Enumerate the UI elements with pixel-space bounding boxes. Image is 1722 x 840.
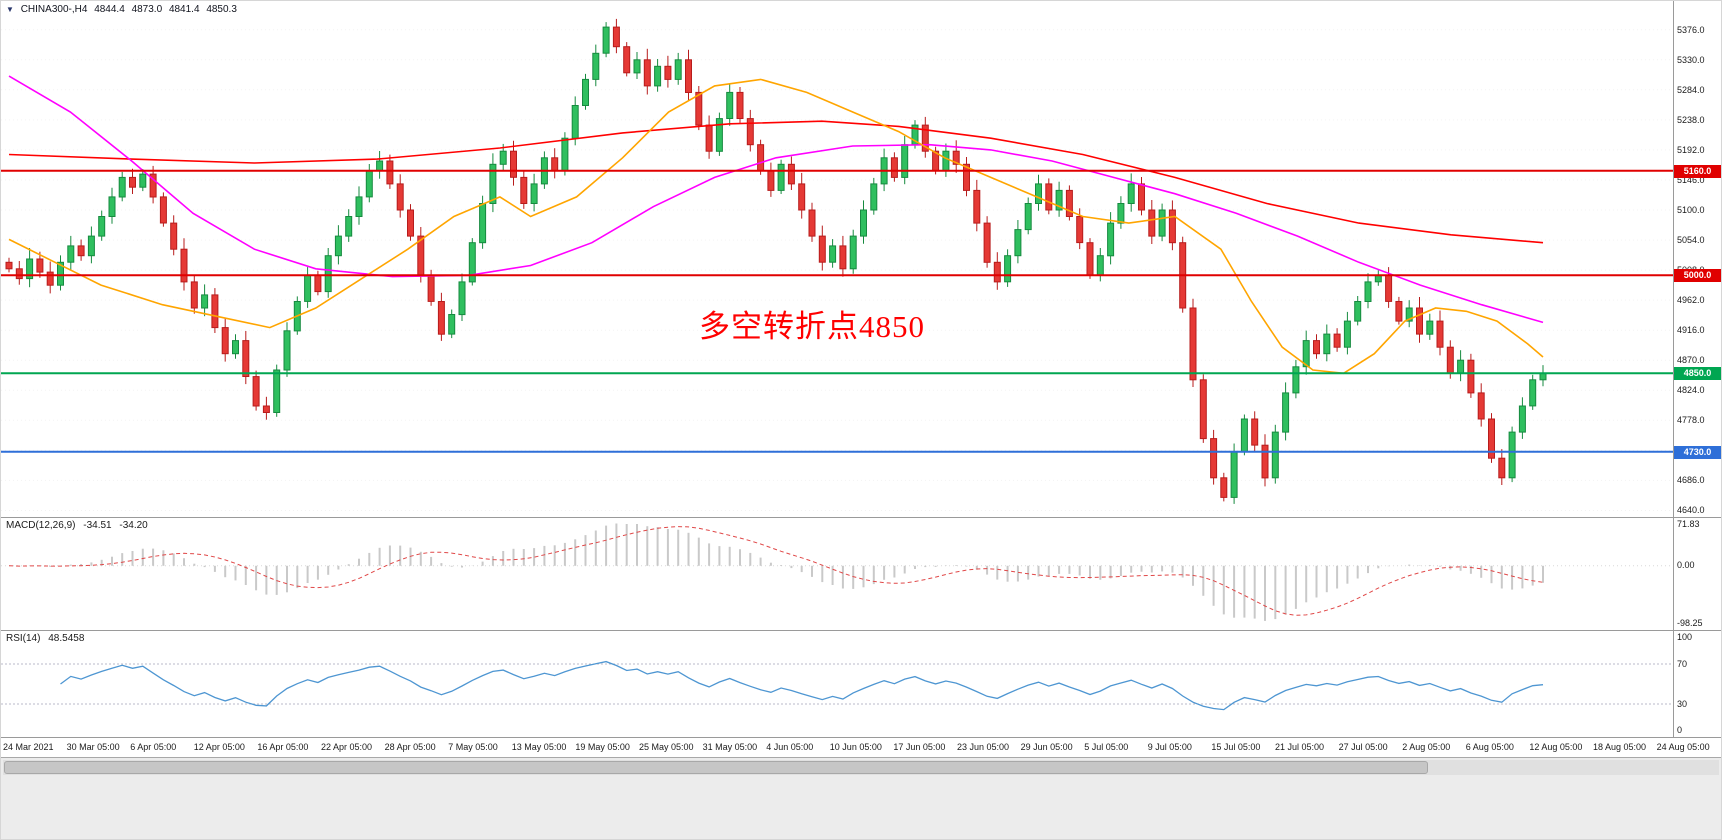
price-axis-tick: 5054.0 [1677,235,1705,246]
rsi-panel: 100 70 30 0 RSI(14) 48.5458 [1,631,1721,738]
symbol-ohlc-label: ▼ CHINA300-,H4 4844.4 4873.0 4841.4 4850… [6,4,241,15]
price-axis-tick: 4778.0 [1677,415,1705,426]
rsi-label: RSI(14) 48.5458 [6,633,89,644]
date-label: 16 Apr 05:00 [257,742,309,752]
candles [5,18,1547,504]
bottom-bar [1,758,1721,839]
date-label: 6 Apr 05:00 [130,742,177,752]
macd-value-main: -34.51 [83,520,112,531]
date-label: 25 May 05:00 [639,742,694,752]
price-axis-tick: 4686.0 [1677,475,1705,486]
date-label: 15 Jul 05:00 [1211,742,1261,752]
date-label: 22 Apr 05:00 [321,742,373,752]
price-panel: 5376.0 5330.0 5284.0 5238.0 5192.0 5146.0 5100… [1,1,1721,518]
rsi-axis: 100 70 30 0 [1673,631,1721,737]
price-tag: 5000.0 [1674,269,1721,283]
date-label: 27 Jul 05:00 [1338,742,1388,752]
annotation-text: 多空转折点4850 [699,309,925,344]
symbol-timeframe: CHINA300-,H4 [20,4,88,15]
macd-axis-tick: 71.83 [1677,519,1700,529]
price-axis-tick: 4824.0 [1677,385,1705,396]
price-axis-tick: 4640.0 [1677,505,1705,516]
price-axis-tick: 5100.0 [1677,205,1705,215]
rsi-name: RSI(14) [6,633,41,644]
macd-panel: 71.83 0.00 -98.25 MACD(12,26,9) -34.51 -34… [1,518,1721,631]
price-axis-tick: 4870.0 [1677,355,1705,366]
price-axis-tick: 5146.0 [1677,174,1705,185]
price-axis-tick: 4962.0 [1677,295,1705,306]
price-high: 4873.0 [131,4,163,15]
price-axis-tick: 5238.0 [1677,114,1705,125]
date-label: 30 Mar 05:00 [66,742,120,752]
date-label: 4 Jun 05:00 [766,742,814,752]
date-label: 24 Mar 2021 [3,742,54,752]
ma-orange [8,78,1544,375]
price-axis-tick: 4916.0 [1677,325,1705,336]
date-label: 21 Jul 05:00 [1275,742,1325,752]
rsi-line [60,660,1544,711]
rsi-axis-tick: 0 [1677,725,1683,735]
price-tag: 4850.0 [1674,367,1721,381]
macd-label: MACD(12,26,9) -34.51 -34.20 [6,520,153,531]
date-label: 28 Apr 05:00 [384,742,436,752]
date-label: 12 Apr 05:00 [193,742,245,752]
macd-signal-line [8,526,1544,616]
macd-chart[interactable] [1,518,1675,630]
date-axis: 24 Mar 2021 30 Mar 05:00 6 Apr 05:00 12 Apr… [1,738,1721,758]
horizontal-scrollbar[interactable] [3,760,1719,775]
macd-value-signal: -34.20 [119,520,148,531]
macd-axis: 71.83 0.00 -98.25 [1673,518,1721,630]
price-close: 4850.3 [206,4,237,15]
date-label: 9 Jul 05:00 [1147,742,1192,752]
price-tag: 5160.0 [1674,164,1721,178]
macd-name: MACD(12,26,9) [6,520,76,531]
date-label: 7 May 05:00 [448,742,498,752]
date-label: 23 Jun 05:00 [957,742,1010,752]
price-axis: 5376.0 5330.0 5284.0 5238.0 5192.0 5146.0 5100… [1673,1,1721,517]
rsi-axis-tick: 100 [1677,632,1693,642]
price-axis-tick: 5192.0 [1677,144,1705,155]
price-open: 4844.4 [94,4,125,15]
price-axis-tick: 5376.0 [1677,24,1705,35]
price-tag: 4730.0 [1674,445,1721,459]
rsi-value: 48.5458 [48,633,85,644]
symbol-dropdown-icon[interactable]: ▼ [6,5,14,14]
date-label: 10 Jun 05:00 [829,742,882,752]
date-label: 19 May 05:00 [575,742,630,752]
date-label: 31 May 05:00 [702,742,758,752]
scrollbar-thumb[interactable] [4,761,1429,774]
date-label: 24 Aug 05:00 [1656,742,1710,752]
price-chart[interactable] [1,1,1675,517]
date-label: 17 Jun 05:00 [893,742,946,752]
rsi-chart[interactable] [1,631,1675,737]
macd-axis-tick: 0.00 [1677,559,1695,570]
date-label: 6 Aug 05:00 [1465,742,1514,752]
date-label: 5 Jul 05:00 [1084,742,1129,752]
date-label: 12 Aug 05:00 [1529,742,1583,752]
date-label: 2 Aug 05:00 [1402,742,1451,752]
rsi-axis-tick: 30 [1677,699,1688,709]
rsi-axis-tick: 70 [1677,659,1688,669]
ma-red [8,120,1544,244]
price-axis-tick: 5330.0 [1677,54,1705,65]
macd-axis-tick: -98.25 [1677,618,1703,628]
date-label: 13 May 05:00 [511,742,567,752]
date-label: 18 Aug 05:00 [1593,742,1647,752]
price-low: 4841.4 [168,4,200,15]
price-axis-tick: 5284.0 [1677,84,1705,95]
date-label: 29 Jun 05:00 [1020,742,1073,752]
ma-magenta [8,75,1544,324]
